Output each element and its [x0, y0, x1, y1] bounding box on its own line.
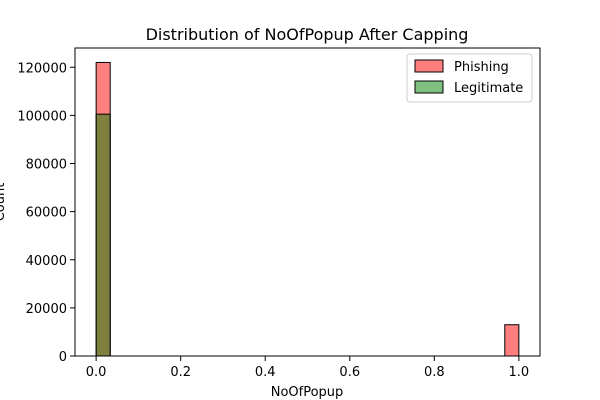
y-tick-label: 80000 [26, 158, 67, 173]
y-tick-label: 100000 [17, 109, 67, 124]
bar-legitimate-0 [95, 113, 111, 357]
legend-swatch-phishing [414, 59, 444, 73]
x-tick-label: 0.6 [339, 365, 360, 380]
y-tick-label: 60000 [26, 206, 67, 221]
x-axis: 0.0 0.2 0.4 0.6 0.8 1.0 [86, 356, 529, 380]
legend-label-phishing: Phishing [454, 60, 509, 75]
bars-layer [95, 61, 520, 357]
y-axis: 0 20000 40000 60000 80000 100000 120000 [17, 61, 75, 365]
y-tick-label: 20000 [26, 302, 67, 317]
x-tick-label: 0.8 [424, 365, 445, 380]
bar-phishing-1 [504, 324, 520, 357]
legend: Phishing Legitimate [406, 53, 533, 103]
x-tick-label: 1.0 [509, 365, 530, 380]
y-axis-title: Count [0, 183, 8, 222]
x-tick-label: 0.0 [86, 365, 107, 380]
y-tick-label: 120000 [17, 61, 67, 76]
plot-frame [74, 47, 541, 357]
legend-label-legitimate: Legitimate [454, 81, 523, 96]
x-tick-label: 0.4 [255, 365, 276, 380]
legend-swatch-legitimate [414, 80, 444, 94]
y-tick-label: 40000 [26, 254, 67, 269]
y-tick-label: 0 [59, 350, 67, 365]
x-tick-label: 0.2 [170, 365, 191, 380]
x-axis-title: NoOfPopup [271, 385, 344, 400]
chart-title: Distribution of NoOfPopup After Capping [146, 25, 469, 44]
